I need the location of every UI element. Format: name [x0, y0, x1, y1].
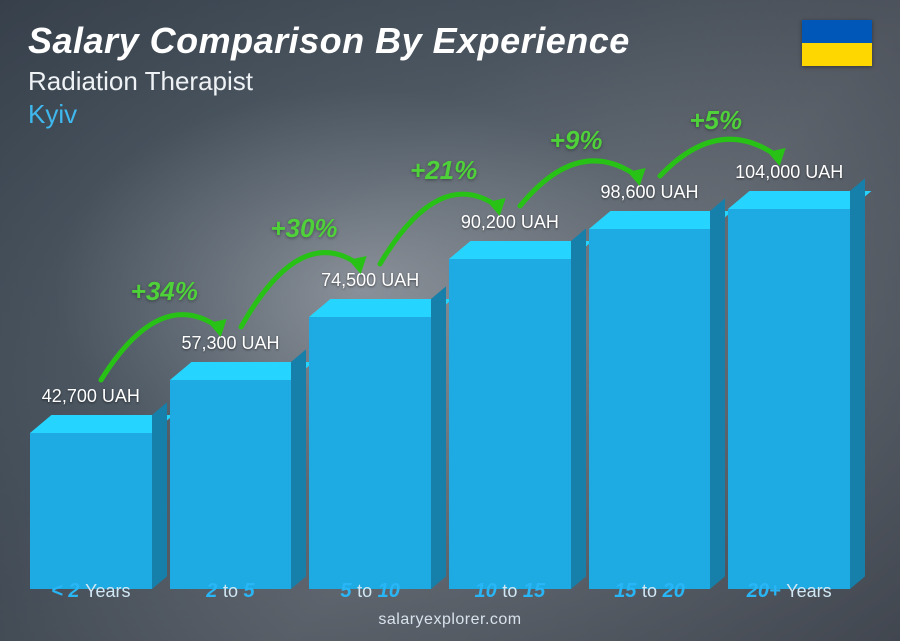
- bar-category-label: 20+ Years: [747, 580, 832, 603]
- bar-front-face: [589, 229, 711, 589]
- bar-value-label: 90,200 UAH: [461, 212, 559, 233]
- percent-increase-label: +21%: [410, 155, 477, 186]
- bar-category-label: 10 to 15: [475, 580, 546, 603]
- bar-group: 90,200 UAH10 to 15: [449, 212, 571, 571]
- bar: [170, 362, 292, 571]
- percent-increase-label: +5%: [689, 105, 742, 136]
- bar-front-face: [449, 259, 571, 589]
- bar-side-face: [431, 286, 446, 589]
- percent-increase-label: +9%: [550, 125, 603, 156]
- flag-icon: [802, 20, 872, 66]
- bar-group: 57,300 UAH2 to 5: [170, 333, 292, 571]
- bar-front-face: [170, 380, 292, 589]
- chart-subtitle: Radiation Therapist: [28, 66, 872, 97]
- bar-group: 42,700 UAH< 2 Years: [30, 386, 152, 571]
- bar-front-face: [30, 433, 152, 589]
- bar: [309, 299, 431, 571]
- bar-category-label: < 2 Years: [51, 580, 130, 603]
- flag-bottom-stripe: [802, 43, 872, 66]
- bar: [449, 241, 571, 571]
- bar-value-label: 98,600 UAH: [600, 182, 698, 203]
- percent-increase-label: +30%: [270, 213, 337, 244]
- bar-value-label: 42,700 UAH: [42, 386, 140, 407]
- footer-attribution: salaryexplorer.com: [0, 611, 900, 629]
- bar-side-face: [850, 178, 865, 589]
- bar-front-face: [309, 317, 431, 589]
- bar-group: 74,500 UAH5 to 10: [309, 270, 431, 571]
- flag-top-stripe: [802, 20, 872, 43]
- bar-side-face: [710, 198, 725, 589]
- bar-side-face: [291, 349, 306, 589]
- bar: [728, 191, 850, 571]
- bar-group: 98,600 UAH15 to 20: [589, 182, 711, 571]
- bar-front-face: [728, 209, 850, 589]
- bar: [30, 415, 152, 571]
- bar-chart: 42,700 UAH< 2 Years57,300 UAH2 to 574,50…: [30, 101, 850, 571]
- bar-side-face: [571, 228, 586, 589]
- bar-group: 104,000 UAH20+ Years: [728, 162, 850, 571]
- bar-side-face: [152, 402, 167, 589]
- bar: [589, 211, 711, 571]
- percent-increase-label: +34%: [131, 276, 198, 307]
- bar-category-label: 5 to 10: [340, 580, 400, 603]
- bar-value-label: 104,000 UAH: [735, 162, 843, 183]
- bar-category-label: 2 to 5: [206, 580, 254, 603]
- bar-value-label: 57,300 UAH: [181, 333, 279, 354]
- bar-value-label: 74,500 UAH: [321, 270, 419, 291]
- chart-title: Salary Comparison By Experience: [28, 20, 872, 62]
- bar-category-label: 15 to 20: [614, 580, 685, 603]
